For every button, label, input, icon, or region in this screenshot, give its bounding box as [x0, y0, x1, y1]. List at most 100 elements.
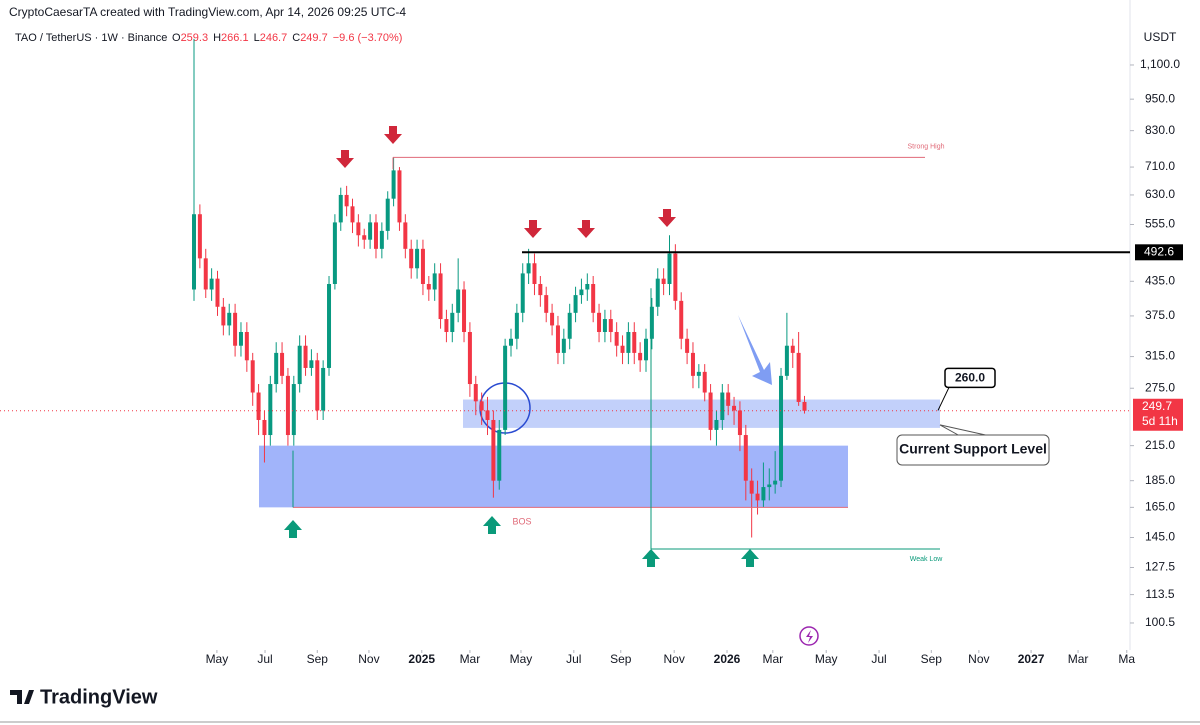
- candle-body: [203, 258, 208, 290]
- candle-body: [632, 332, 637, 353]
- candle-body: [761, 487, 766, 501]
- callout-pointer: [939, 424, 991, 437]
- y-tick-label: 710.0: [1145, 159, 1175, 173]
- x-tick-label: May: [510, 652, 533, 666]
- candle-body: [274, 352, 279, 385]
- y-tick-label: 275.0: [1145, 380, 1175, 394]
- x-tick-label: Mar: [1068, 652, 1089, 666]
- price-tag: [1133, 398, 1183, 431]
- candle-body: [244, 332, 249, 361]
- candle-body: [597, 312, 602, 333]
- candle-body: [508, 338, 513, 346]
- candle-body: [356, 222, 361, 236]
- candle-body: [227, 312, 232, 326]
- price-tag: [1135, 244, 1183, 261]
- candle-body: [585, 284, 590, 290]
- candle-body: [620, 345, 625, 353]
- candle-body: [679, 300, 684, 339]
- candle-body: [426, 284, 431, 290]
- candle-body: [720, 392, 725, 420]
- candle-body: [737, 410, 742, 436]
- candle-body: [379, 230, 384, 249]
- y-tick-label: 145.0: [1145, 530, 1175, 544]
- x-tick-label: Sep: [610, 652, 632, 666]
- ohlc-letter: O: [172, 32, 181, 44]
- candle-body: [714, 419, 719, 430]
- candle-body: [685, 338, 690, 353]
- ohlc-letter: L: [254, 32, 260, 44]
- candle-body: [315, 360, 320, 411]
- y-tick-label: 435.0: [1145, 273, 1175, 287]
- candle-body: [385, 198, 390, 231]
- x-tick-label: Jul: [566, 652, 581, 666]
- callout-box: [896, 434, 1050, 466]
- countdown: 5d 11h: [1142, 414, 1178, 428]
- candle-body: [250, 360, 255, 393]
- candle-body: [773, 480, 778, 485]
- candle-body: [638, 352, 643, 361]
- candle-body: [456, 289, 461, 313]
- y-tick-label: 950.0: [1145, 91, 1175, 105]
- candle-body: [338, 194, 343, 223]
- candle-body: [332, 222, 337, 285]
- x-tick-label: Sep: [307, 652, 329, 666]
- candle-body: [532, 263, 537, 285]
- ohlc-value: 249.7: [300, 32, 328, 44]
- change: −9.6 (−3.70%): [333, 32, 403, 44]
- candle-body: [550, 312, 555, 326]
- candle-body: [420, 248, 425, 285]
- down-arrow: [336, 150, 354, 168]
- candles: [192, 38, 807, 538]
- up-arrow: [284, 520, 302, 538]
- x-tick-label: Mar: [762, 652, 783, 666]
- down-arrow: [524, 220, 542, 238]
- x-tick-label: Nov: [358, 652, 379, 666]
- candle-body: [567, 312, 572, 339]
- y-tick-label: 100.5: [1145, 615, 1175, 629]
- candle-body: [497, 429, 502, 481]
- candle-body: [608, 319, 613, 333]
- level-label: Strong High: [908, 143, 945, 150]
- candle-body: [667, 253, 672, 285]
- x-tick-label: May: [815, 652, 838, 666]
- callout-label: 260.0: [955, 370, 985, 384]
- candle-body: [661, 278, 666, 285]
- candle-body: [350, 206, 355, 223]
- x-tick-label: 2027: [1018, 652, 1045, 666]
- candle-body: [327, 284, 332, 368]
- y-tick-label: 127.5: [1145, 560, 1175, 574]
- candle-body: [726, 392, 731, 406]
- candle-body: [538, 284, 543, 296]
- down-arrow: [384, 126, 402, 144]
- candle-body: [732, 405, 737, 411]
- level-label: BOS: [512, 517, 531, 527]
- candle-body: [579, 289, 584, 296]
- candle-body: [362, 235, 367, 240]
- candle-body: [391, 170, 396, 199]
- price-tag-label: 492.6: [1144, 244, 1174, 258]
- candle-body: [702, 371, 707, 393]
- x-tick-label: Sep: [921, 652, 943, 666]
- candle-body: [784, 345, 789, 376]
- y-tick-label: 375.0: [1145, 308, 1175, 322]
- ohlc-letter: C: [292, 32, 300, 44]
- candle-body: [649, 306, 654, 339]
- candle-body: [755, 493, 760, 501]
- x-tick-label: 2026: [714, 652, 741, 666]
- candle-body: [297, 345, 302, 385]
- support-zone: [463, 399, 940, 428]
- candle-body: [467, 332, 472, 385]
- candle-body: [479, 401, 484, 411]
- candle-body: [503, 345, 508, 430]
- credit: CryptoCaesarTA created with TradingView.…: [9, 5, 406, 19]
- candle-body: [802, 401, 807, 411]
- x-tick-label: Jul: [871, 652, 886, 666]
- candle-body: [256, 392, 261, 420]
- candle-body: [450, 312, 455, 333]
- candle-body: [403, 222, 408, 249]
- candle-body: [280, 352, 285, 376]
- candle-body: [708, 392, 713, 430]
